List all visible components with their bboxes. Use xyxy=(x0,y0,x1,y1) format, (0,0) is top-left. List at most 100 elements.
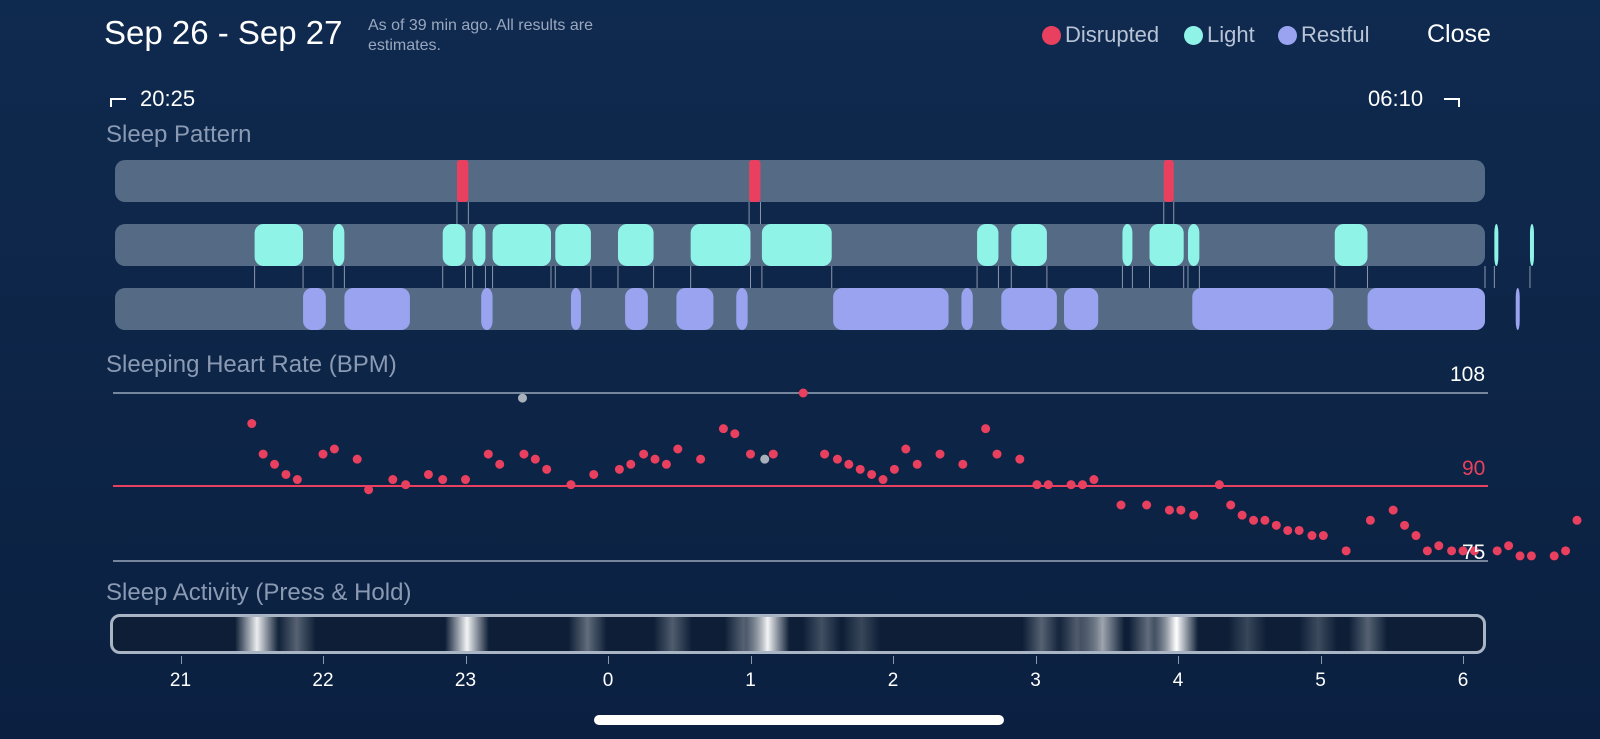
heart-rate-point xyxy=(1504,541,1514,551)
light-segment xyxy=(1334,224,1368,266)
estimate-note: As of 39 min ago. All results are estima… xyxy=(368,17,593,54)
heart-rate-point xyxy=(696,454,706,464)
heart-rate-point xyxy=(1164,505,1174,515)
heart-rate-point xyxy=(530,454,540,464)
heart-rate-point xyxy=(281,469,291,479)
heart-rate-point xyxy=(981,424,991,434)
x-tick-mark xyxy=(1035,656,1037,664)
x-tick-label: 2 xyxy=(887,670,899,691)
max-bpm-label: 108 xyxy=(1450,363,1486,386)
avg-bpm-label: 90 xyxy=(1462,457,1486,480)
x-tick-label: 21 xyxy=(169,670,192,691)
heart-rate-point xyxy=(626,459,636,469)
light-segment xyxy=(1494,224,1499,266)
heart-rate-point xyxy=(438,475,448,485)
heart-rate-point xyxy=(992,449,1002,459)
light-segment xyxy=(1149,224,1184,266)
heart-rate-title: Sleeping Heart Rate (BPM) xyxy=(106,351,397,378)
home-indicator[interactable] xyxy=(594,715,1004,725)
heart-rate-point xyxy=(661,459,671,469)
x-tick-mark xyxy=(608,656,609,664)
x-tick-label: 4 xyxy=(1172,670,1184,691)
restful-segment xyxy=(481,288,493,330)
light-segment xyxy=(472,224,486,266)
light-dot-icon xyxy=(1184,25,1203,45)
heart-rate-point xyxy=(768,449,778,459)
x-tick-label: 1 xyxy=(745,670,756,691)
heart-rate-point xyxy=(1411,531,1421,541)
heart-rate-point xyxy=(639,449,649,459)
heart-rate-point xyxy=(1307,531,1317,541)
heart-rate-point xyxy=(912,459,922,469)
heart-rate-point xyxy=(1283,525,1293,535)
heart-rate-point xyxy=(423,469,433,479)
x-tick-label: 6 xyxy=(1457,670,1469,691)
sleep-pattern-chart[interactable] xyxy=(0,0,1600,340)
heart-rate-point xyxy=(1249,515,1259,525)
heart-rate-point xyxy=(292,475,302,485)
heart-rate-point xyxy=(589,469,599,479)
x-tick-label: 23 xyxy=(454,670,477,691)
heart-rate-point xyxy=(855,464,865,474)
x-tick-mark xyxy=(1178,656,1179,664)
heart-rate-point xyxy=(352,454,362,464)
light-segment xyxy=(492,224,551,266)
light-segment xyxy=(254,224,304,266)
light-segment xyxy=(1187,224,1200,266)
x-tick-label: 0 xyxy=(602,670,614,691)
heart-rate-chart[interactable] xyxy=(0,0,1600,600)
light-segment xyxy=(1529,224,1534,266)
heart-rate-point xyxy=(329,444,339,454)
heart-rate-point xyxy=(650,454,660,464)
sleep-activity-title: Sleep Activity (Press & Hold) xyxy=(106,579,412,606)
close-button[interactable]: Close xyxy=(1427,20,1491,48)
heart-rate-point xyxy=(867,469,877,479)
heart-rate-point xyxy=(483,449,493,459)
heart-rate-point xyxy=(820,449,830,459)
heart-rate-point xyxy=(1388,505,1398,515)
heart-rate-point xyxy=(1260,515,1270,525)
heart-rate-point xyxy=(673,444,683,454)
heart-rate-point xyxy=(1469,546,1479,556)
heart-rate-point xyxy=(1226,500,1236,510)
restful-segment xyxy=(676,288,714,330)
legend-disrupted-label: Disrupted xyxy=(1065,22,1160,47)
legend-light: Light xyxy=(1184,22,1255,48)
heart-rate-point xyxy=(247,419,257,429)
heart-rate-point xyxy=(1400,520,1410,530)
light-segment xyxy=(332,224,345,266)
disrupted-segment xyxy=(456,160,469,202)
start-bracket-icon xyxy=(110,98,126,107)
heart-rate-point xyxy=(958,459,968,469)
legend-disrupted: Disrupted xyxy=(1042,22,1159,48)
heart-rate-point xyxy=(1515,551,1525,561)
x-tick-mark xyxy=(750,656,752,664)
start-time: 20:25 xyxy=(140,86,196,111)
heart-rate-point xyxy=(1422,546,1432,556)
heart-rate-point xyxy=(1015,454,1025,464)
restful-dot-icon xyxy=(1278,25,1297,45)
heart-rate-point xyxy=(798,388,808,398)
heart-rate-point xyxy=(1318,531,1328,541)
restful-segment xyxy=(1001,288,1057,330)
heart-rate-point xyxy=(832,454,842,464)
sleep-activity-bar[interactable] xyxy=(110,614,1486,654)
min-bpm-label: 75 xyxy=(1462,541,1486,564)
heart-rate-muted-point xyxy=(760,454,770,464)
heart-rate-point xyxy=(878,475,888,485)
heart-rate-point xyxy=(318,449,328,459)
restful-segment xyxy=(833,288,949,330)
heart-rate-point xyxy=(1089,475,1099,485)
restful-segment xyxy=(570,288,581,330)
light-segment xyxy=(690,224,751,266)
light-segment xyxy=(442,224,466,266)
light-segment xyxy=(761,224,832,266)
heart-rate-muted-point xyxy=(518,393,527,403)
x-tick-mark xyxy=(180,656,182,664)
restful-segment xyxy=(1192,288,1334,330)
light-segment xyxy=(555,224,591,266)
heart-rate-point xyxy=(270,459,280,469)
heart-rate-point xyxy=(1341,546,1351,556)
heart-rate-point xyxy=(901,444,911,454)
heart-rate-point xyxy=(1043,480,1053,490)
